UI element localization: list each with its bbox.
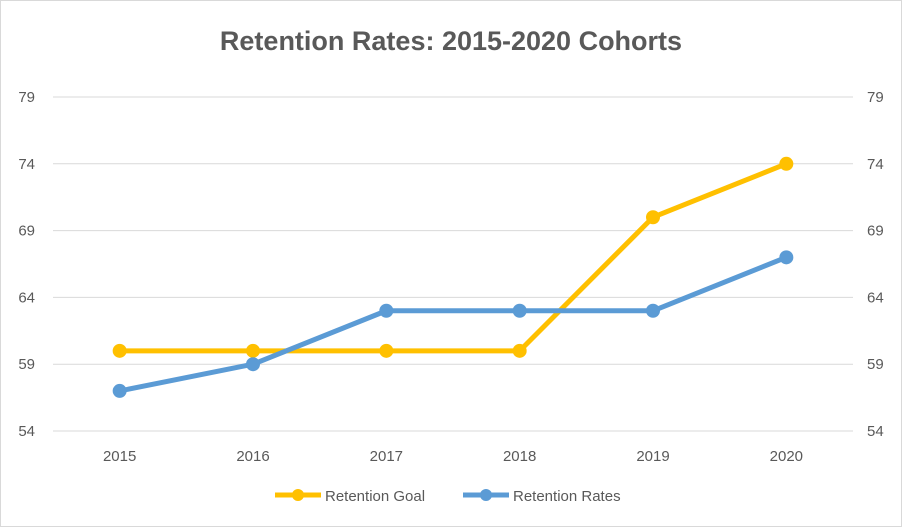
series-lines (112, 156, 794, 398)
y-axis-left: 54 59 64 69 74 79 (18, 89, 35, 440)
series-retention-rates (112, 250, 794, 398)
data-point (512, 343, 527, 358)
y-tick-label-left: 59 (18, 356, 35, 373)
y-axis-right: 54 59 64 69 74 79 (867, 89, 884, 440)
legend-label: Retention Goal (325, 488, 425, 505)
data-point (646, 210, 660, 225)
y-tick-label-right: 79 (867, 89, 884, 106)
legend-marker-icon (292, 489, 304, 501)
x-tick-label: 2015 (103, 448, 136, 465)
data-point (246, 357, 260, 372)
data-point (646, 303, 660, 318)
y-tick-label-left: 64 (18, 289, 35, 306)
legend-marker-icon (480, 489, 492, 501)
legend-item[interactable]: Retention Rates (463, 488, 621, 505)
data-point (379, 303, 394, 318)
legend-item[interactable]: Retention Goal (275, 488, 425, 505)
data-point (379, 343, 394, 358)
series-line (117, 254, 789, 394)
data-point (246, 343, 260, 358)
data-point (779, 250, 794, 265)
series-retention-goal (112, 156, 794, 358)
x-tick-label: 2017 (370, 448, 403, 465)
y-tick-label-right: 54 (867, 423, 884, 440)
data-point (112, 383, 127, 398)
legend-label: Retention Rates (513, 488, 621, 505)
legend[interactable]: Retention Goal Retention Rates (275, 488, 621, 505)
y-tick-label-right: 59 (867, 356, 884, 373)
gridlines (53, 96, 853, 432)
x-tick-label: 2016 (236, 448, 269, 465)
series-line (117, 161, 789, 354)
y-tick-label-left: 74 (18, 156, 35, 173)
y-tick-label-left: 54 (18, 423, 35, 440)
y-tick-label-left: 69 (18, 223, 35, 240)
x-tick-label: 2018 (503, 448, 536, 465)
data-point (112, 343, 127, 358)
y-tick-label-left: 79 (18, 89, 35, 106)
x-axis: 2015 2016 2017 2018 2019 2020 (103, 448, 803, 465)
y-tick-label-right: 74 (867, 156, 884, 173)
data-point (512, 303, 527, 318)
y-tick-label-right: 64 (867, 289, 884, 306)
y-tick-label-right: 69 (867, 223, 884, 240)
data-point (779, 156, 794, 171)
x-tick-label: 2020 (770, 448, 803, 465)
x-tick-label: 2019 (636, 448, 669, 465)
chart-title: Retention Rates: 2015-2020 Cohorts (220, 26, 682, 56)
